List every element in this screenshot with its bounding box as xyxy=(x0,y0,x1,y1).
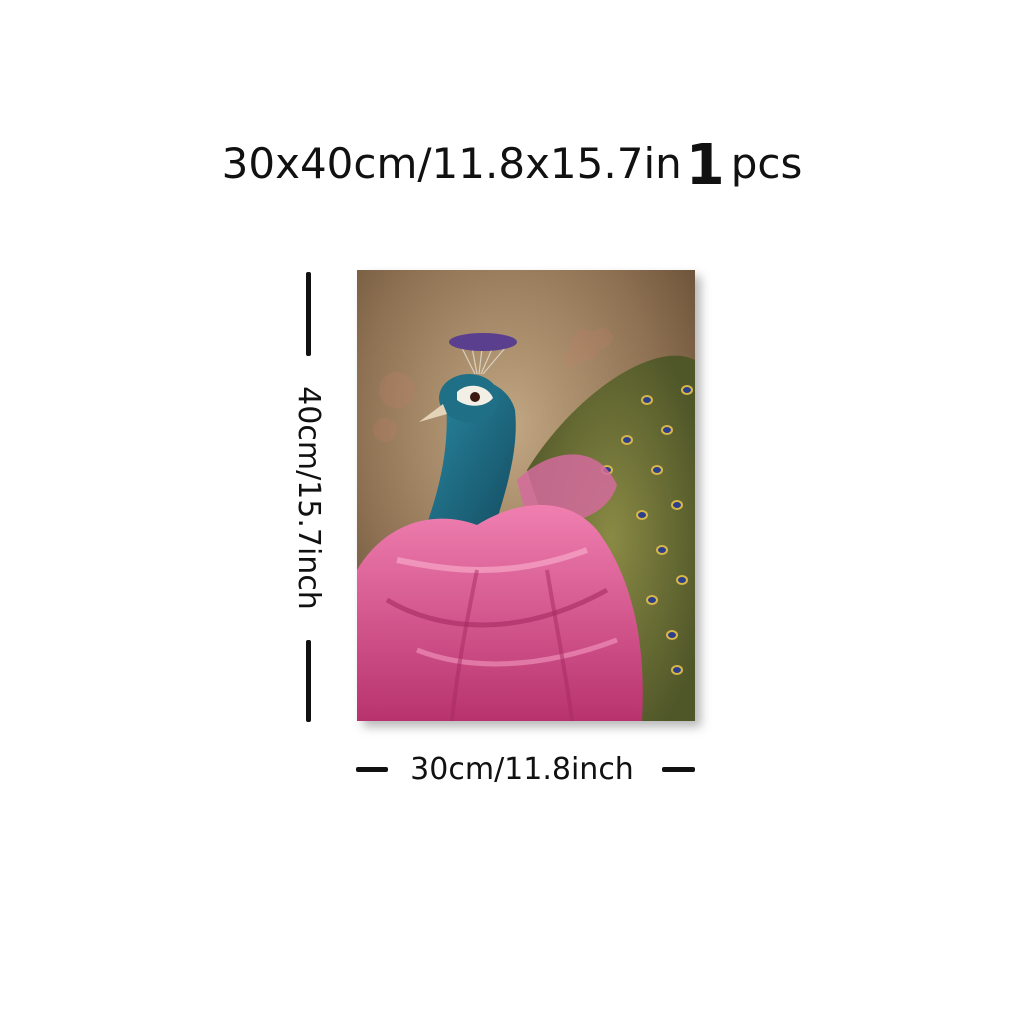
canvas-print xyxy=(357,270,701,727)
product-size-heading: 30x40cm/11.8x15.7in1 pcs xyxy=(0,136,1024,194)
width-label: 30cm/11.8inch xyxy=(410,752,634,787)
quantity-unit: pcs xyxy=(730,139,803,188)
height-label-text: 40cm/15.7inch xyxy=(291,386,326,610)
height-measure-line-top xyxy=(306,272,311,356)
peacock-illustration xyxy=(357,270,695,721)
height-measure-line-bottom xyxy=(306,640,311,722)
size-text: 30x40cm/11.8x15.7in xyxy=(221,139,682,188)
peacock-painting xyxy=(357,270,695,721)
width-measure-line-right xyxy=(662,767,695,772)
width-measure-line-left xyxy=(356,767,388,772)
quantity-number: 1 xyxy=(685,133,725,198)
